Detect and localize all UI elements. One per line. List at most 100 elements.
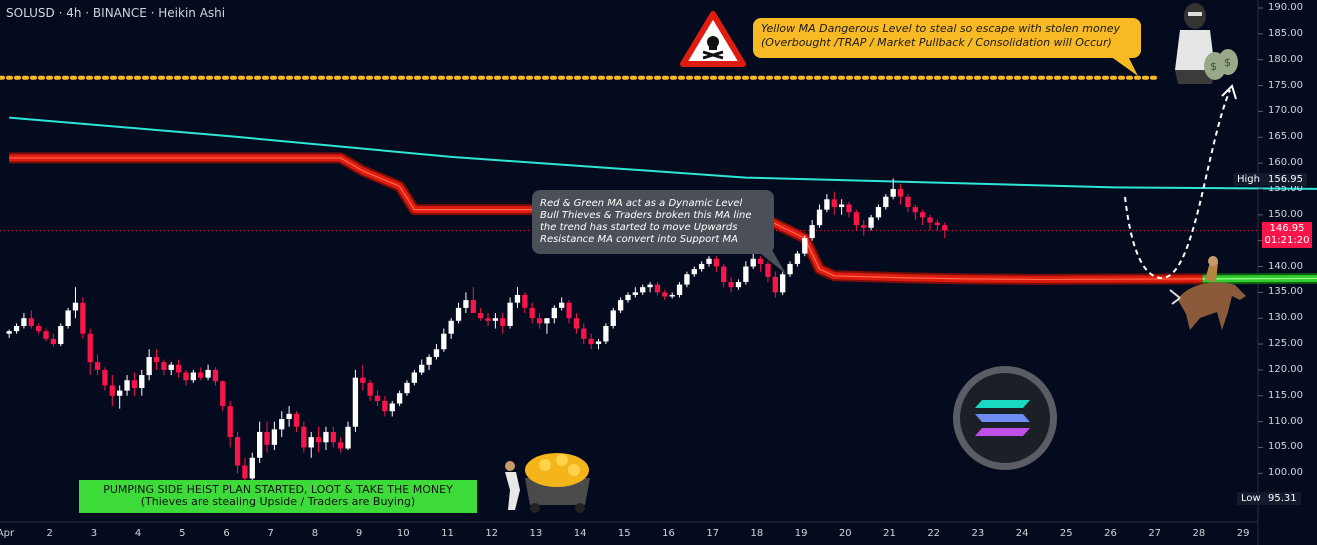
candle-body xyxy=(183,372,189,381)
candle-body xyxy=(566,302,572,319)
candle-body xyxy=(735,282,742,288)
candle-body xyxy=(463,300,469,308)
candle-body xyxy=(419,364,425,373)
time-tick-label: 10 xyxy=(396,528,410,539)
candle-body xyxy=(94,362,101,370)
candle-body xyxy=(139,375,145,388)
yellow-ma-note-line-2: (Overbought /TRAP / Market Pullback / Co… xyxy=(761,36,1112,49)
candle-body xyxy=(249,457,255,479)
time-tick-label: Apr xyxy=(0,528,15,539)
low-value-tag: 95.31 xyxy=(1264,492,1301,505)
price-tick-label: 130.00 xyxy=(1268,312,1303,324)
time-tick-label: 8 xyxy=(311,528,319,539)
high-label-tag: High xyxy=(1233,173,1264,186)
candle-body xyxy=(831,199,837,208)
candle-body xyxy=(838,204,845,208)
dynamic-level-note-line-4: Resistance MA convert into Support MA xyxy=(540,234,738,245)
candle-body xyxy=(477,313,484,319)
price-tick-label: 115.00 xyxy=(1268,389,1303,401)
candle-body xyxy=(87,333,93,363)
time-tick-label: 18 xyxy=(750,528,764,539)
time-tick-label: 6 xyxy=(223,528,230,539)
candle-body xyxy=(875,207,882,218)
price-tick-label: 120.00 xyxy=(1268,363,1303,375)
candle-body xyxy=(65,310,71,326)
candle-countdown: 01:21:20 xyxy=(1264,235,1310,246)
candle-body xyxy=(389,403,395,412)
candle-body xyxy=(227,406,233,438)
candle-body xyxy=(13,325,20,332)
candle-body xyxy=(485,318,491,321)
thief-money-bags-icon: $ $ xyxy=(1175,3,1238,84)
candle-body xyxy=(883,196,889,208)
candle-body xyxy=(853,212,860,226)
candle-body xyxy=(559,302,565,308)
candle-body xyxy=(330,431,336,443)
candle-body xyxy=(286,413,292,420)
price-tick-label: 170.00 xyxy=(1268,105,1303,117)
time-tick-label: 15 xyxy=(617,528,631,539)
candle-body xyxy=(625,294,631,301)
price-tick-label: 135.00 xyxy=(1268,286,1303,298)
price-tick-label: 160.00 xyxy=(1268,157,1303,169)
time-tick-label: 22 xyxy=(927,528,941,539)
candle-body xyxy=(544,318,550,324)
candle-body xyxy=(404,382,410,394)
yellow-note-pointer xyxy=(1110,56,1138,76)
candle-body xyxy=(35,325,42,332)
low-label-tag: Low xyxy=(1237,492,1265,505)
candle-body xyxy=(374,395,381,401)
candle-body xyxy=(411,372,418,383)
time-tick-label: 13 xyxy=(529,528,543,539)
candle-body xyxy=(802,238,808,254)
candle-body xyxy=(234,437,241,466)
candle-body xyxy=(617,300,624,311)
candle-body xyxy=(338,442,344,449)
candle-body xyxy=(728,282,734,288)
red-ma-band-core xyxy=(9,157,1203,281)
candle-body xyxy=(455,307,462,321)
time-tick-label: 2 xyxy=(46,528,53,539)
time-tick-label: 27 xyxy=(1148,528,1162,539)
time-tick-label: 14 xyxy=(573,528,587,539)
candle-body xyxy=(500,318,506,326)
candle-body xyxy=(890,188,896,197)
price-tick-label: 140.00 xyxy=(1268,260,1303,272)
candle-body xyxy=(669,294,675,297)
time-tick-label: 3 xyxy=(90,528,98,539)
candle-body xyxy=(816,209,823,226)
candle-body xyxy=(492,318,499,321)
candle-body xyxy=(787,263,793,275)
time-tick-label: 28 xyxy=(1192,528,1206,539)
candle-body xyxy=(861,225,867,228)
candle-body xyxy=(396,393,403,404)
candle-body xyxy=(470,300,476,314)
time-tick-label: 21 xyxy=(883,528,896,539)
heist-plan-note-line-2: (Thieves are stealing Upside / Traders a… xyxy=(140,495,416,508)
price-tick-label: 110.00 xyxy=(1268,415,1303,427)
candle-body xyxy=(212,369,219,382)
candle-body xyxy=(640,287,646,293)
candle-body xyxy=(198,372,204,378)
candle-body xyxy=(647,284,653,288)
candle-body xyxy=(175,364,182,373)
candle-body xyxy=(264,431,270,445)
candle-body xyxy=(610,310,616,326)
price-tick-label: 100.00 xyxy=(1268,467,1303,479)
time-tick-label: 29 xyxy=(1236,528,1250,539)
yellow-ma-note-line-1: Yellow MA Dangerous Level to steal so es… xyxy=(761,22,1120,35)
grey-note-pointer xyxy=(756,250,786,274)
dynamic-level-note: Red & Green MA act as a Dynamic Level Bu… xyxy=(532,190,774,254)
candle-body xyxy=(750,258,756,267)
candle-body xyxy=(426,356,432,365)
time-tick-label: 24 xyxy=(1015,528,1029,539)
candle-body xyxy=(514,294,521,303)
dynamic-level-note-line-3: the trend has started to move Upwards xyxy=(540,222,738,233)
candle-body xyxy=(507,302,513,326)
dynamic-level-note-line-1: Red & Green MA act as a Dynamic Level xyxy=(540,198,743,209)
yellow-ma-note: Yellow MA Dangerous Level to steal so es… xyxy=(753,18,1141,58)
candle-body xyxy=(308,437,314,448)
bull-rider-icon xyxy=(1169,256,1246,330)
candle-body xyxy=(205,369,211,378)
